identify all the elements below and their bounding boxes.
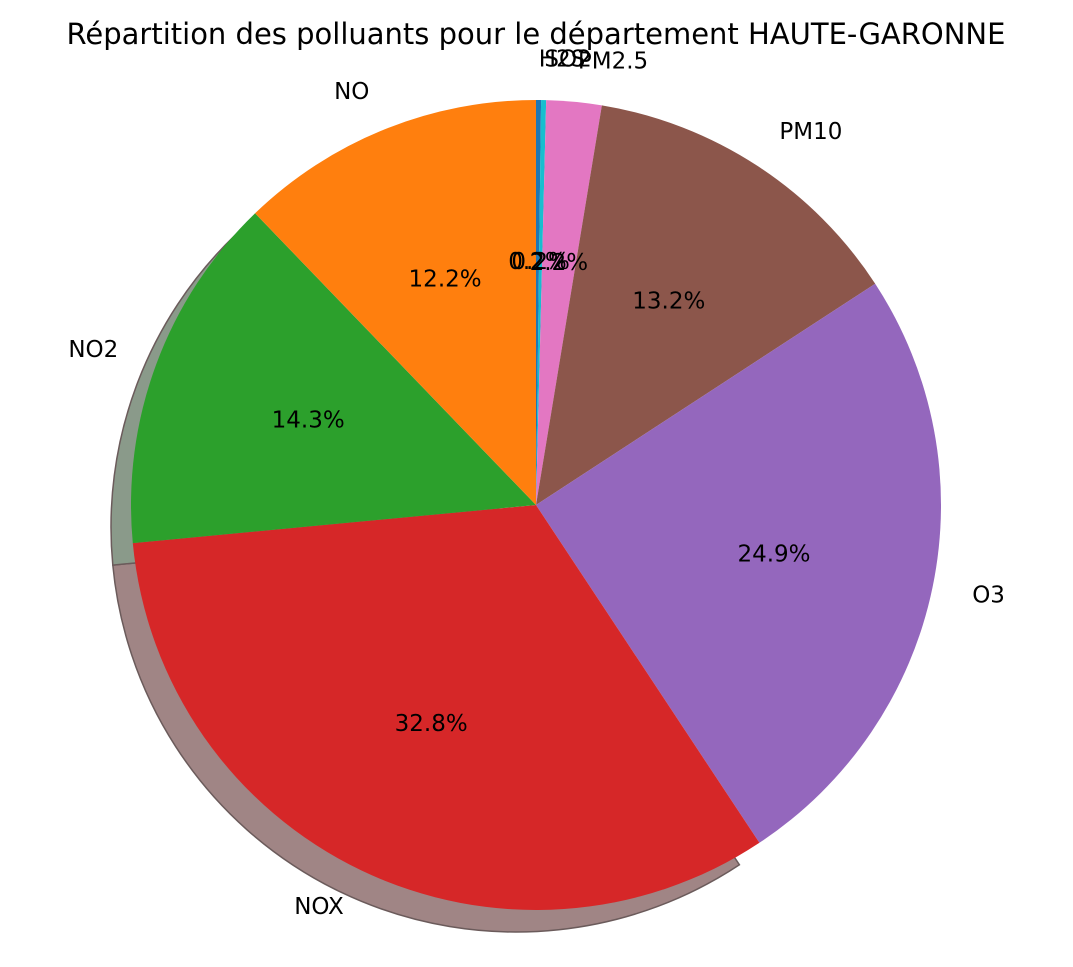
label-o3: O3 — [972, 582, 1005, 608]
chart-title: Répartition des polluants pour le départ… — [67, 17, 1006, 51]
label-so2: SO2 — [544, 47, 591, 73]
pct-no: 12.2% — [409, 267, 482, 293]
label-no: NO — [334, 79, 369, 105]
slice-no — [255, 100, 536, 505]
pie-slices — [131, 99, 942, 910]
slice-so2 — [536, 100, 547, 505]
pct-pm10: 13.2% — [632, 289, 705, 315]
slice-pm10 — [536, 105, 876, 505]
pct-h2s: 0.2% — [508, 249, 566, 275]
slice-no2 — [131, 213, 536, 544]
pie-labels: H2S0.2%SO20.2%PM2.52.2%PM1013.2%O324.9%N… — [68, 47, 1005, 920]
slice-nox — [132, 505, 760, 910]
label-no2: NO2 — [68, 337, 118, 363]
pct-nox: 32.8% — [395, 711, 468, 737]
label-nox: NOX — [294, 894, 344, 920]
label-pm2-5: PM2.5 — [578, 49, 648, 75]
label-pm10: PM10 — [779, 119, 842, 145]
pct-so2: 0.2% — [511, 249, 569, 275]
slice-o3 — [536, 283, 942, 843]
pct-no2: 14.3% — [272, 408, 345, 434]
pct-pm2-5: 2.2% — [530, 250, 588, 276]
label-h2s: H2S — [539, 47, 586, 73]
pct-o3: 24.9% — [737, 541, 810, 567]
slice-pm2-5 — [536, 100, 602, 505]
slice-h2s — [536, 99, 542, 505]
